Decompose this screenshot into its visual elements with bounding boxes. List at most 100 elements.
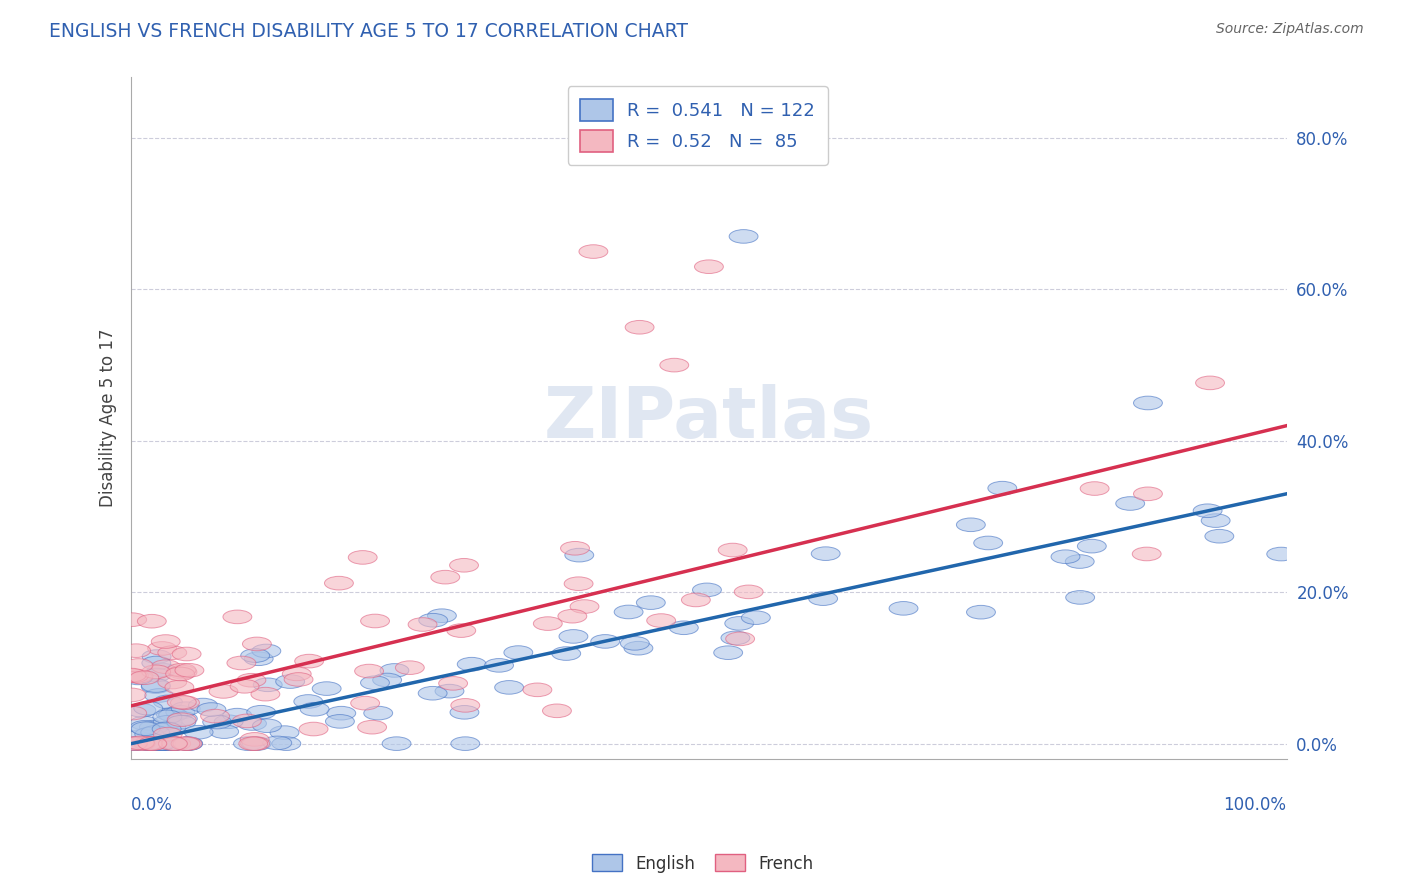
Ellipse shape (138, 615, 166, 628)
Ellipse shape (162, 737, 191, 750)
Ellipse shape (276, 674, 305, 689)
Ellipse shape (232, 714, 262, 728)
Ellipse shape (173, 737, 202, 750)
Ellipse shape (131, 722, 160, 736)
Ellipse shape (714, 646, 742, 659)
Ellipse shape (146, 737, 174, 750)
Ellipse shape (167, 713, 195, 726)
Ellipse shape (128, 730, 156, 743)
Ellipse shape (427, 609, 457, 623)
Ellipse shape (682, 593, 710, 607)
Ellipse shape (325, 714, 354, 728)
Ellipse shape (146, 737, 176, 750)
Ellipse shape (263, 736, 291, 750)
Ellipse shape (153, 715, 183, 729)
Ellipse shape (148, 737, 176, 750)
Ellipse shape (808, 591, 838, 606)
Ellipse shape (138, 737, 166, 750)
Ellipse shape (560, 630, 588, 643)
Ellipse shape (240, 648, 270, 663)
Ellipse shape (485, 658, 513, 673)
Ellipse shape (184, 725, 214, 739)
Ellipse shape (135, 737, 165, 750)
Ellipse shape (142, 668, 170, 681)
Ellipse shape (152, 635, 180, 648)
Ellipse shape (118, 737, 148, 750)
Ellipse shape (173, 737, 202, 750)
Ellipse shape (721, 632, 749, 645)
Ellipse shape (252, 644, 281, 657)
Ellipse shape (159, 708, 187, 722)
Ellipse shape (1066, 555, 1094, 568)
Ellipse shape (561, 541, 589, 555)
Legend: R =  0.541   N = 122, R =  0.52   N =  85: R = 0.541 N = 122, R = 0.52 N = 85 (568, 87, 828, 165)
Ellipse shape (693, 583, 721, 597)
Ellipse shape (145, 737, 173, 750)
Ellipse shape (418, 687, 447, 700)
Ellipse shape (533, 616, 562, 631)
Ellipse shape (558, 609, 586, 623)
Ellipse shape (283, 667, 311, 681)
Ellipse shape (136, 737, 166, 750)
Ellipse shape (294, 695, 323, 708)
Ellipse shape (127, 737, 155, 750)
Ellipse shape (565, 549, 593, 562)
Ellipse shape (373, 673, 402, 687)
Ellipse shape (159, 737, 187, 750)
Ellipse shape (408, 617, 437, 632)
Ellipse shape (148, 664, 176, 677)
Ellipse shape (166, 706, 195, 719)
Ellipse shape (669, 621, 699, 634)
Ellipse shape (139, 737, 169, 750)
Ellipse shape (231, 680, 259, 693)
Ellipse shape (172, 648, 201, 661)
Ellipse shape (238, 673, 266, 687)
Ellipse shape (224, 610, 252, 624)
Ellipse shape (624, 641, 652, 655)
Ellipse shape (564, 577, 593, 591)
Ellipse shape (956, 518, 986, 532)
Ellipse shape (157, 646, 187, 659)
Ellipse shape (125, 736, 155, 750)
Ellipse shape (301, 702, 329, 716)
Ellipse shape (974, 536, 1002, 549)
Ellipse shape (172, 702, 200, 715)
Ellipse shape (284, 673, 314, 686)
Ellipse shape (152, 737, 181, 750)
Ellipse shape (169, 712, 197, 725)
Ellipse shape (495, 681, 523, 694)
Ellipse shape (145, 737, 174, 750)
Ellipse shape (1133, 396, 1163, 409)
Ellipse shape (124, 658, 153, 673)
Ellipse shape (141, 726, 170, 739)
Ellipse shape (222, 708, 252, 722)
Ellipse shape (226, 657, 256, 670)
Ellipse shape (242, 637, 271, 651)
Ellipse shape (360, 676, 389, 690)
Ellipse shape (1066, 591, 1095, 604)
Ellipse shape (270, 726, 299, 739)
Ellipse shape (118, 613, 146, 626)
Ellipse shape (135, 728, 163, 741)
Ellipse shape (253, 678, 283, 691)
Ellipse shape (325, 576, 353, 590)
Ellipse shape (271, 737, 301, 750)
Ellipse shape (988, 482, 1017, 495)
Ellipse shape (382, 737, 411, 750)
Text: 100.0%: 100.0% (1223, 797, 1286, 814)
Ellipse shape (1132, 547, 1161, 561)
Ellipse shape (167, 695, 197, 709)
Ellipse shape (1116, 497, 1144, 510)
Ellipse shape (659, 359, 689, 372)
Ellipse shape (157, 675, 187, 689)
Ellipse shape (152, 723, 181, 736)
Text: 0.0%: 0.0% (131, 797, 173, 814)
Ellipse shape (503, 646, 533, 659)
Ellipse shape (122, 737, 150, 750)
Ellipse shape (188, 698, 218, 712)
Ellipse shape (209, 684, 238, 698)
Ellipse shape (1077, 540, 1107, 553)
Ellipse shape (153, 710, 181, 723)
Ellipse shape (238, 716, 266, 731)
Ellipse shape (209, 725, 239, 739)
